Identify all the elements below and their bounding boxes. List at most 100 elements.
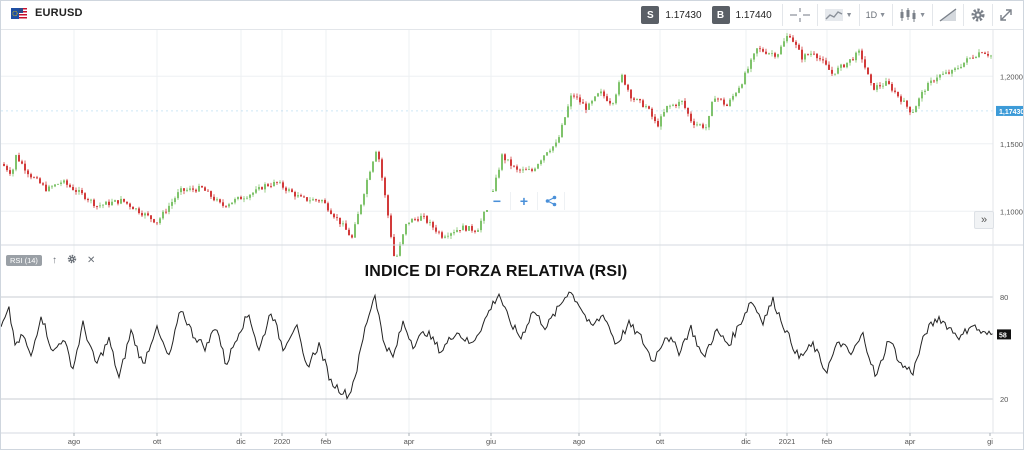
gear-icon[interactable] xyxy=(67,254,77,267)
candle-body xyxy=(882,85,884,87)
candle xyxy=(684,98,686,110)
buy-button[interactable]: B xyxy=(711,6,730,24)
candle xyxy=(783,38,785,47)
candle xyxy=(456,227,458,233)
candle-body xyxy=(156,222,158,224)
candle-body xyxy=(579,97,581,103)
candle xyxy=(21,159,23,165)
candle xyxy=(135,208,137,211)
candle xyxy=(228,202,230,209)
fullscreen-button[interactable] xyxy=(992,4,1019,26)
candle xyxy=(825,57,827,66)
candle xyxy=(372,161,374,173)
candle xyxy=(645,104,647,109)
sell-price[interactable]: 1.17430 xyxy=(665,9,702,21)
candle xyxy=(693,118,695,129)
candle-body xyxy=(897,91,899,97)
candle xyxy=(396,254,398,257)
arrow-up-icon[interactable]: ↑ xyxy=(51,254,57,266)
candle-body xyxy=(120,198,122,204)
candle xyxy=(966,56,968,65)
candle-style-button[interactable]: ▼ xyxy=(892,4,932,26)
candle-body xyxy=(279,182,281,184)
candle xyxy=(627,83,629,92)
candle-body xyxy=(498,169,500,178)
candle-body xyxy=(96,206,98,207)
candle-body xyxy=(423,215,425,217)
candle xyxy=(600,88,602,97)
buy-price[interactable]: 1.17440 xyxy=(735,9,772,21)
candle-body xyxy=(315,199,317,201)
candle xyxy=(696,121,698,127)
candle-body xyxy=(396,255,398,257)
candle-body xyxy=(54,184,56,187)
close-icon[interactable]: ✕ xyxy=(86,254,96,266)
candle-body xyxy=(666,105,668,113)
candle xyxy=(978,49,980,58)
candle xyxy=(165,208,167,215)
candle-body xyxy=(243,198,245,200)
drawing-tools-button[interactable] xyxy=(932,4,963,26)
candle-body xyxy=(843,64,845,68)
settings-button[interactable] xyxy=(963,4,992,26)
candle xyxy=(852,56,854,61)
candle-body xyxy=(42,183,44,185)
candle-body xyxy=(123,198,125,202)
candle-body xyxy=(540,160,542,165)
candle xyxy=(156,222,158,226)
candle-body xyxy=(465,225,467,231)
candle xyxy=(153,218,155,224)
current-price-tag xyxy=(996,105,1023,116)
rsi-indicator-badge[interactable]: RSI (14) xyxy=(6,255,42,266)
candle-body xyxy=(114,200,116,202)
candle xyxy=(897,91,899,98)
candle-body xyxy=(987,53,989,56)
candle xyxy=(468,225,470,231)
symbol-selector[interactable]: EURUSD xyxy=(11,7,83,19)
candle-body xyxy=(660,116,662,127)
candle xyxy=(498,167,500,179)
candle xyxy=(702,122,704,130)
candle-body xyxy=(945,72,947,74)
candle-body xyxy=(138,208,140,214)
candle-body xyxy=(873,83,875,90)
candle-body xyxy=(957,68,959,69)
candle-body xyxy=(201,186,203,188)
candle xyxy=(381,157,383,181)
candle xyxy=(243,196,245,203)
candle-body xyxy=(339,217,341,225)
crosshair-button[interactable] xyxy=(781,4,817,26)
candle-body xyxy=(360,204,362,214)
candle xyxy=(324,198,326,204)
candle-body xyxy=(864,59,866,68)
candle xyxy=(885,77,887,87)
candle-body xyxy=(204,187,206,191)
candle-body xyxy=(69,184,71,188)
candle-body xyxy=(624,74,626,85)
candle-body xyxy=(600,91,602,94)
candle-body xyxy=(453,232,455,234)
candle xyxy=(300,193,302,197)
candle xyxy=(246,195,248,200)
candle xyxy=(357,211,359,225)
candle xyxy=(819,55,821,62)
timeframe-selector[interactable]: 1D ▼ xyxy=(858,4,892,26)
candle xyxy=(387,194,389,219)
candle-body xyxy=(471,226,473,231)
share-button[interactable] xyxy=(538,192,565,210)
candle-body xyxy=(504,154,506,161)
candle-body xyxy=(939,74,941,78)
candle xyxy=(480,218,482,233)
zoom-out-button[interactable]: − xyxy=(484,192,511,210)
candle xyxy=(330,208,332,215)
candle-body xyxy=(381,159,383,178)
zoom-in-button[interactable]: + xyxy=(511,192,538,210)
scroll-to-latest-button[interactable]: » xyxy=(974,211,994,229)
candle-body xyxy=(255,189,257,193)
chart-type-button[interactable]: ▼ xyxy=(816,4,859,26)
candle-body xyxy=(531,169,533,171)
candle-body xyxy=(60,182,62,184)
sell-button[interactable]: S xyxy=(641,6,660,24)
candle-body xyxy=(756,48,758,54)
